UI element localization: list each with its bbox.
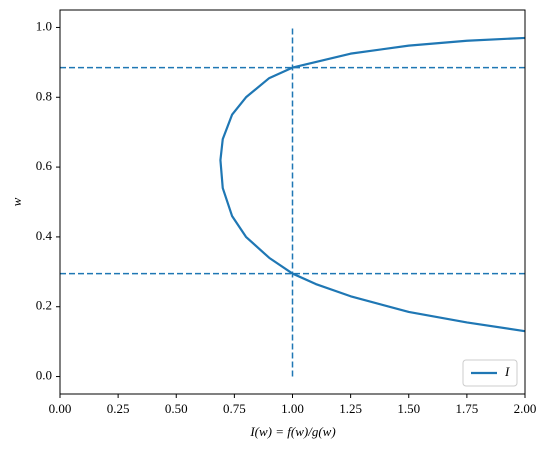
y-tick-label: 0.0	[36, 368, 52, 383]
x-tick-label: 1.00	[281, 401, 304, 416]
x-tick-label: 0.00	[49, 401, 72, 416]
y-axis-label: w	[9, 197, 24, 206]
y-tick-label: 0.8	[36, 88, 52, 103]
series-line	[219, 36, 526, 333]
x-tick-label: 2.00	[514, 401, 537, 416]
y-tick-label: 0.4	[36, 228, 53, 243]
x-tick-label: 1.50	[397, 401, 420, 416]
y-tick-label: 0.6	[36, 158, 53, 173]
legend-label: I	[504, 364, 510, 379]
x-tick-label: 0.75	[223, 401, 246, 416]
y-tick-label: 0.2	[36, 298, 52, 313]
x-axis-label: I(w) = f(w)/g(w)	[249, 424, 335, 439]
x-tick-label: 1.25	[339, 401, 362, 416]
x-tick-label: 0.25	[107, 401, 130, 416]
x-tick-label: 1.75	[456, 401, 479, 416]
plot-frame	[59, 9, 526, 395]
y-tick-label: 1.0	[36, 18, 52, 33]
x-tick-label: 0.50	[165, 401, 188, 416]
